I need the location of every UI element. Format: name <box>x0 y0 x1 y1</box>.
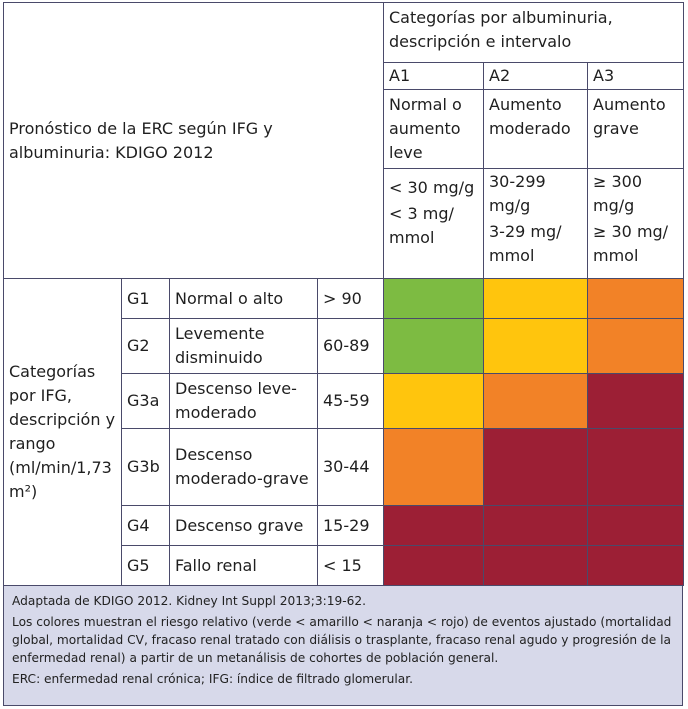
a2-code: A2 <box>483 62 588 90</box>
a1-range: < 30 mg/g < 3 mg/ mmol <box>383 168 484 279</box>
g3b-description: Descenso moderado-grave <box>169 428 318 506</box>
a3-range-mg-g: ≥ 300 mg/g <box>593 172 643 215</box>
a1-code: A1 <box>383 62 484 90</box>
risk-cell-g4-a3 <box>586 505 685 546</box>
ifg-header: Categorías por IFG, descripción y rango … <box>3 278 122 586</box>
g1-range: > 90 <box>317 278 384 319</box>
albuminuria-header: Categorías por albuminuria, descripción … <box>382 2 685 63</box>
risk-cell-g3b-a3 <box>586 428 685 506</box>
risk-cell-g2-a2 <box>483 318 588 374</box>
g2-description: Levemente disminuido <box>169 318 318 374</box>
risk-cell-g3b-a1 <box>383 428 484 506</box>
g1-description: Normal o alto <box>169 278 318 319</box>
a2-range-mg-g: 30-299 mg/g <box>489 172 546 215</box>
g4-code: G4 <box>121 505 170 546</box>
a3-range-mg-mmol: ≥ 30 mg/ mmol <box>593 222 669 265</box>
g2-code: G2 <box>121 318 170 374</box>
risk-cell-g3a-a1 <box>383 373 484 429</box>
table-footnotes: Adaptada de KDIGO 2012. Kidney Int Suppl… <box>3 586 683 706</box>
footnote-colors: Los colores muestran el riesgo relativo … <box>12 615 672 665</box>
g5-range: < 15 <box>317 545 384 586</box>
risk-cell-g5-a2 <box>483 545 588 586</box>
risk-cell-g3a-a3 <box>586 373 685 429</box>
risk-cell-g3a-a2 <box>483 373 588 429</box>
g4-description: Descenso grave <box>169 505 318 546</box>
a3-description: Aumento grave <box>586 89 685 169</box>
a2-description: Aumento moderado <box>483 89 588 169</box>
a2-range-mg-mmol: 3-29 mg/ mmol <box>489 222 562 265</box>
risk-cell-g1-a3 <box>586 278 685 319</box>
g3a-range: 45-59 <box>317 373 384 429</box>
g1-code: G1 <box>121 278 170 319</box>
g3a-description: Descenso leve-moderado <box>169 373 318 429</box>
a3-code: A3 <box>586 62 685 90</box>
risk-cell-g5-a3 <box>586 545 685 586</box>
kdigo-prognosis-table: Pronóstico de la ERC según IFG y albumin… <box>3 2 685 586</box>
g4-range: 15-29 <box>317 505 384 546</box>
a1-range-mg-mmol: < 3 mg/ mmol <box>389 204 454 247</box>
risk-cell-g3b-a2 <box>483 428 588 506</box>
g3a-code: G3a <box>121 373 170 429</box>
g3b-code: G3b <box>121 428 170 506</box>
risk-cell-g2-a1 <box>383 318 484 374</box>
a1-range-mg-g: < 30 mg/g <box>389 178 475 197</box>
footnote-source: Adaptada de KDIGO 2012. Kidney Int Suppl… <box>12 594 367 608</box>
a1-description: Normal o aumento leve <box>383 89 484 169</box>
risk-cell-g4-a1 <box>383 505 484 546</box>
g5-code: G5 <box>121 545 170 586</box>
risk-cell-g1-a1 <box>383 278 484 319</box>
g3b-range: 30-44 <box>317 428 384 506</box>
risk-cell-g4-a2 <box>483 505 588 546</box>
risk-cell-g5-a1 <box>383 545 484 586</box>
footnote-abbreviations: ERC: enfermedad renal crónica; IFG: índi… <box>12 672 414 686</box>
risk-cell-g2-a3 <box>586 318 685 374</box>
a3-range: ≥ 300 mg/g ≥ 30 mg/ mmol <box>586 168 685 279</box>
table-title: Pronóstico de la ERC según IFG y albumin… <box>3 2 384 279</box>
g5-description: Fallo renal <box>169 545 318 586</box>
risk-cell-g1-a2 <box>483 278 588 319</box>
a2-range: 30-299 mg/g 3-29 mg/ mmol <box>483 168 588 279</box>
g2-range: 60-89 <box>317 318 384 374</box>
